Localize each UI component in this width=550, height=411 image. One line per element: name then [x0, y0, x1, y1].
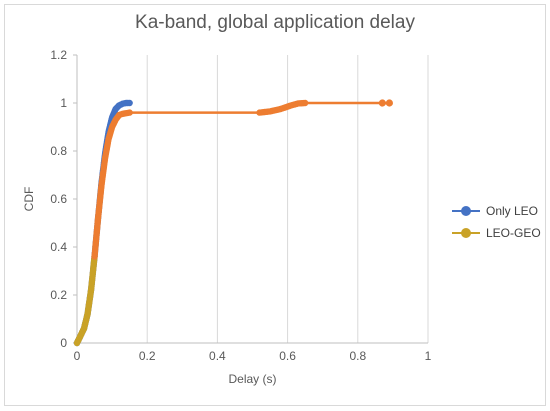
y-tick-label: 0.6	[50, 192, 67, 206]
y-tick-label: 0.2	[50, 288, 67, 302]
legend-item-leo-geo: LEO-GEO	[452, 222, 541, 244]
data-point-leo-geo	[385, 99, 393, 107]
x-tick-label: 0	[74, 349, 81, 363]
data-point-only-leo	[126, 99, 133, 107]
y-tick-label: 0.8	[50, 144, 67, 158]
legend-label-leo-geo: LEO-GEO	[486, 226, 541, 240]
x-tick-label: 0.2	[139, 349, 156, 363]
legend-label-only-leo: Only LEO	[486, 204, 539, 218]
legend-swatch-leo-geo	[452, 228, 480, 238]
x-axis-label: Delay (s)	[228, 372, 276, 386]
y-tick-label: 1	[60, 96, 67, 110]
series-line-leo-geo	[75, 101, 390, 344]
y-tick-label: 0	[60, 336, 67, 350]
series-line-only-leo	[75, 101, 130, 344]
y-tick-label: 0.4	[50, 240, 67, 254]
chart-frame	[4, 4, 546, 406]
y-axis-label: CDF	[22, 187, 36, 212]
data-point-leo-geo	[126, 109, 133, 116]
x-tick-label: 0.8	[349, 349, 366, 363]
y-tick-label: 1.2	[50, 48, 67, 62]
x-tick-label: 0.6	[279, 349, 296, 363]
legend: Only LEO LEO-GEO	[452, 200, 541, 244]
legend-swatch-only-leo	[452, 206, 480, 216]
data-point-leo-geo	[378, 99, 386, 107]
x-tick-label: 0.4	[209, 349, 226, 363]
chart-title: Ka-band, global application delay	[135, 12, 415, 33]
x-tick-label: 1	[425, 349, 432, 363]
legend-item-only-leo: Only LEO	[452, 200, 541, 222]
data-point-leo-geo	[301, 99, 309, 107]
